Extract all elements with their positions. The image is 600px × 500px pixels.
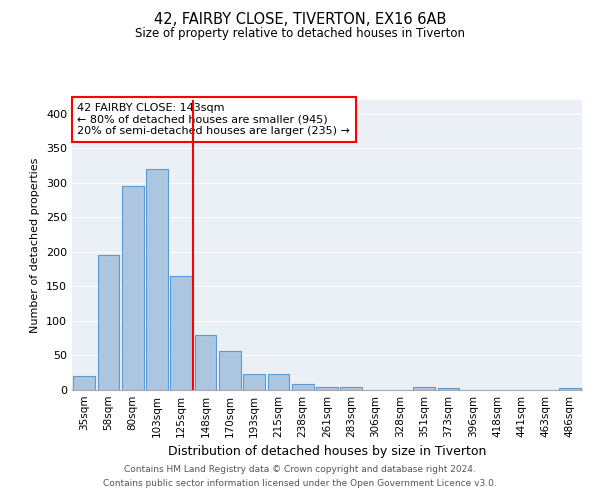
Text: Size of property relative to detached houses in Tiverton: Size of property relative to detached ho… — [135, 28, 465, 40]
Text: 42 FAIRBY CLOSE: 143sqm
← 80% of detached houses are smaller (945)
20% of semi-d: 42 FAIRBY CLOSE: 143sqm ← 80% of detache… — [77, 103, 350, 136]
Text: 42, FAIRBY CLOSE, TIVERTON, EX16 6AB: 42, FAIRBY CLOSE, TIVERTON, EX16 6AB — [154, 12, 446, 28]
Bar — [292, 384, 314, 390]
Bar — [170, 276, 192, 390]
Bar — [146, 169, 168, 390]
Bar — [340, 387, 362, 390]
Bar — [316, 386, 338, 390]
X-axis label: Distribution of detached houses by size in Tiverton: Distribution of detached houses by size … — [168, 446, 486, 458]
Bar — [437, 388, 460, 390]
Bar — [194, 335, 217, 390]
Y-axis label: Number of detached properties: Number of detached properties — [31, 158, 40, 332]
Bar — [219, 350, 241, 390]
Bar — [97, 256, 119, 390]
Bar — [559, 388, 581, 390]
Bar — [122, 186, 143, 390]
Bar — [73, 376, 95, 390]
Bar — [268, 374, 289, 390]
Text: Contains HM Land Registry data © Crown copyright and database right 2024.
Contai: Contains HM Land Registry data © Crown c… — [103, 466, 497, 487]
Bar — [243, 374, 265, 390]
Bar — [413, 386, 435, 390]
